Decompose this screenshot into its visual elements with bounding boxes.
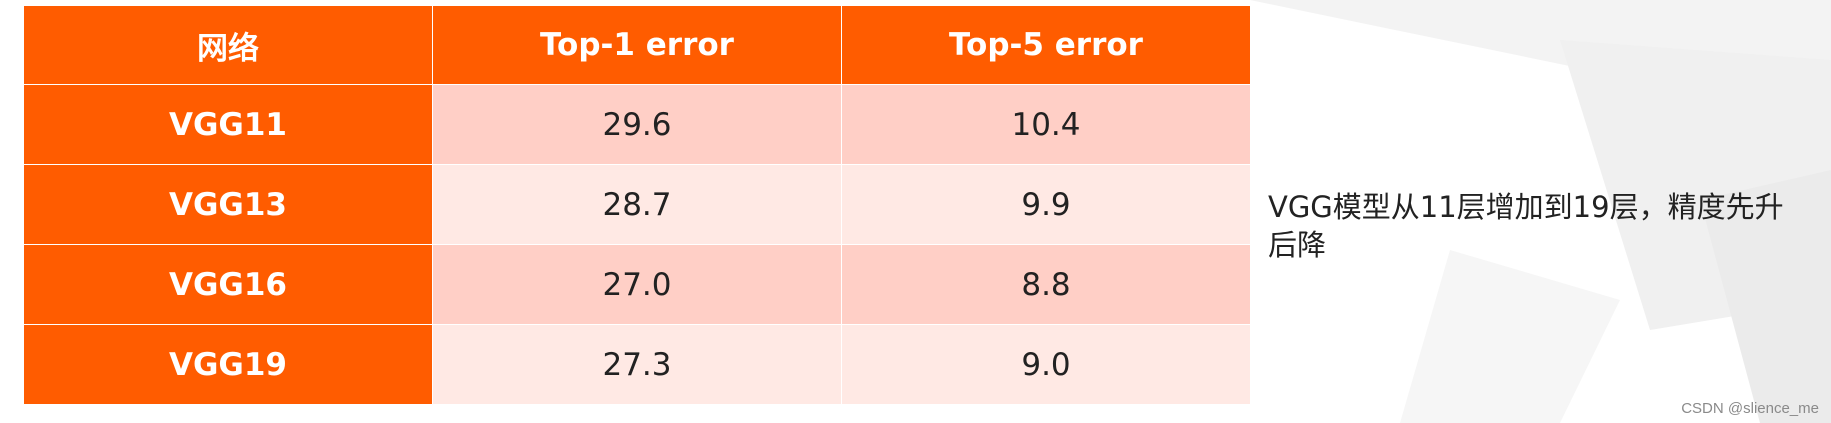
results-table: 网络 Top-1 error Top-5 error VGG11 29.6 10… [23, 5, 1251, 405]
cell-top1: 29.6 [432, 84, 842, 165]
cell-top1: 28.7 [432, 164, 842, 245]
table-header-row: 网络 Top-1 error Top-5 error [23, 5, 1251, 85]
table-row: VGG13 28.7 9.9 [23, 164, 1251, 245]
cell-top5: 10.4 [841, 84, 1251, 165]
conclusion-note: VGG模型从11层增加到19层，精度先升后降 [1268, 190, 1784, 262]
table-row: VGG19 27.3 9.0 [23, 324, 1251, 405]
header-top1-error: Top-1 error [432, 5, 842, 85]
row-label-vgg16: VGG16 [23, 244, 433, 325]
cell-top1: 27.3 [432, 324, 842, 405]
header-network: 网络 [23, 5, 433, 85]
cell-top5: 9.0 [841, 324, 1251, 405]
row-label-vgg19: VGG19 [23, 324, 433, 405]
header-top5-error: Top-5 error [841, 5, 1251, 85]
cell-top5: 9.9 [841, 164, 1251, 245]
row-label-vgg11: VGG11 [23, 84, 433, 165]
cell-top1: 27.0 [432, 244, 842, 325]
table-row: VGG11 29.6 10.4 [23, 84, 1251, 165]
watermark: CSDN @slience_me [1681, 400, 1819, 417]
row-label-vgg13: VGG13 [23, 164, 433, 245]
cell-top5: 8.8 [841, 244, 1251, 325]
table-row: VGG16 27.0 8.8 [23, 244, 1251, 325]
